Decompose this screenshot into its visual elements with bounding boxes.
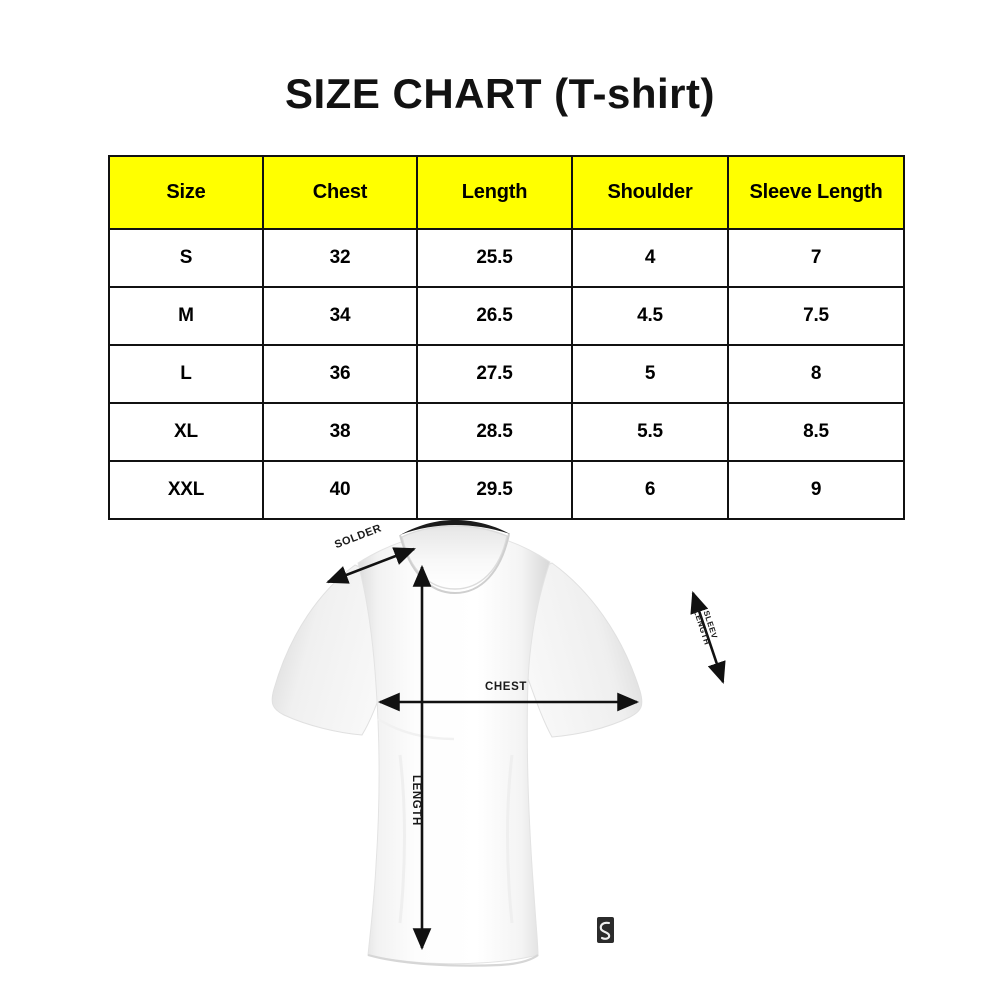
cell-shoulder: 4.5 bbox=[571, 286, 729, 346]
size-table: Size Chest Length Shoulder Sleeve Length… bbox=[108, 155, 905, 520]
cell-sleeve: 7.5 bbox=[727, 286, 905, 346]
brand-tag bbox=[597, 917, 614, 943]
cell-length: 28.5 bbox=[416, 402, 573, 462]
cell-chest: 38 bbox=[262, 402, 418, 462]
cell-sleeve: 9 bbox=[727, 460, 905, 520]
cell-sleeve: 8.5 bbox=[727, 402, 905, 462]
cell-sleeve: 8 bbox=[727, 344, 905, 404]
table-header-row: Size Chest Length Shoulder Sleeve Length bbox=[108, 155, 905, 230]
cell-size: S bbox=[108, 228, 264, 288]
cell-size: L bbox=[108, 344, 264, 404]
tshirt-shape bbox=[271, 520, 643, 967]
length-measurement-label: LENGTH bbox=[410, 775, 422, 826]
cell-chest: 32 bbox=[262, 228, 418, 288]
table-row: XL 38 28.5 5.5 8.5 bbox=[108, 402, 905, 462]
tshirt-illustration bbox=[271, 520, 726, 967]
cell-shoulder: 4 bbox=[571, 228, 729, 288]
cell-shoulder: 5 bbox=[571, 344, 729, 404]
cell-length: 26.5 bbox=[416, 286, 573, 346]
column-header-shoulder: Shoulder bbox=[571, 155, 729, 230]
table-row: L 36 27.5 5 8 bbox=[108, 344, 905, 404]
table-row: M 34 26.5 4.5 7.5 bbox=[108, 286, 905, 346]
cell-length: 27.5 bbox=[416, 344, 573, 404]
page-title: SIZE CHART (T-shirt) bbox=[285, 70, 715, 117]
cell-length: 25.5 bbox=[416, 228, 573, 288]
table-row: XXL 40 29.5 6 9 bbox=[108, 460, 905, 520]
cell-chest: 40 bbox=[262, 460, 418, 520]
size-chart-table: Size Chest Length Shoulder Sleeve Length… bbox=[108, 155, 905, 520]
cell-size: XL bbox=[108, 402, 264, 462]
cell-sleeve: 7 bbox=[727, 228, 905, 288]
cell-length: 29.5 bbox=[416, 460, 573, 520]
table-row: S 32 25.5 4 7 bbox=[108, 228, 905, 288]
chest-measurement-label: CHEST bbox=[485, 681, 527, 693]
tshirt-diagram bbox=[250, 505, 750, 985]
column-header-size: Size bbox=[108, 155, 264, 230]
cell-chest: 36 bbox=[262, 344, 418, 404]
shoulder-arrow bbox=[326, 547, 416, 584]
sleeve-arrow bbox=[690, 591, 726, 684]
cell-size: M bbox=[108, 286, 264, 346]
column-header-chest: Chest bbox=[262, 155, 418, 230]
column-header-sleeve: Sleeve Length bbox=[727, 155, 905, 230]
cell-shoulder: 6 bbox=[571, 460, 729, 520]
column-header-length: Length bbox=[416, 155, 573, 230]
measurement-arrows bbox=[326, 547, 726, 951]
cell-size: XXL bbox=[108, 460, 264, 520]
cell-chest: 34 bbox=[262, 286, 418, 346]
cell-shoulder: 5.5 bbox=[571, 402, 729, 462]
